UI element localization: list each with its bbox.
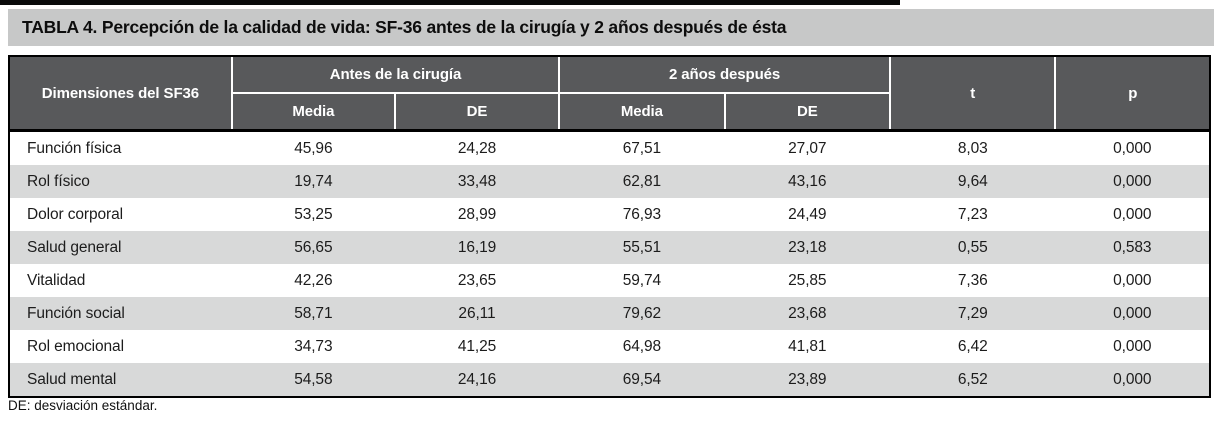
cell-antes-media: 53,25 bbox=[294, 205, 333, 223]
cell-antes-de: 23,65 bbox=[457, 271, 497, 289]
cell-antes-de: 41,25 bbox=[457, 337, 497, 355]
cell-despues-media: 59,74 bbox=[622, 271, 661, 289]
row-label: Vitalidad bbox=[27, 271, 86, 289]
cell-antes-media: 19,74 bbox=[294, 172, 333, 190]
table-row: Rol emocional 34,73 41,25 64,98 41,81 6,… bbox=[10, 330, 1209, 363]
cell-t: 7,29 bbox=[957, 304, 988, 322]
cell-despues-de: 41,81 bbox=[788, 337, 827, 355]
table-row: Función social 58,71 26,11 79,62 23,68 7… bbox=[10, 297, 1209, 330]
table-row: Vitalidad 42,26 23,65 59,74 25,85 7,36 0… bbox=[10, 264, 1209, 297]
sf36-table-border: Dimensiones del SF36 Antes de la cirugía… bbox=[8, 55, 1211, 398]
cell-antes-media: 45,96 bbox=[294, 139, 333, 157]
cell-t: 7,23 bbox=[957, 205, 988, 223]
column-header-t: t bbox=[889, 57, 1056, 132]
cell-antes-de: 28,99 bbox=[457, 205, 497, 223]
cell-despues-media: 64,98 bbox=[622, 337, 661, 355]
cell-antes-de: 16,19 bbox=[457, 238, 497, 256]
cell-p: 0,583 bbox=[1113, 238, 1152, 256]
cell-t: 0,55 bbox=[957, 238, 988, 256]
cell-despues-media: 55,51 bbox=[622, 238, 661, 256]
header-row-subcolumns: Media DE Media DE bbox=[10, 93, 1209, 132]
row-label: Rol emocional bbox=[27, 337, 124, 355]
cell-antes-media: 54,58 bbox=[294, 370, 333, 388]
cell-antes-de: 33,48 bbox=[457, 172, 497, 190]
sf36-results-table: Dimensiones del SF36 Antes de la cirugía… bbox=[10, 57, 1209, 396]
footnote: DE: desviación estándar. bbox=[8, 398, 158, 413]
row-label: Salud mental bbox=[27, 370, 117, 388]
cell-despues-de: 27,07 bbox=[788, 139, 827, 157]
cell-antes-de: 24,28 bbox=[457, 139, 497, 157]
cell-despues-media: 69,54 bbox=[622, 370, 661, 388]
row-label: Rol físico bbox=[27, 172, 90, 190]
cell-p: 0,000 bbox=[1113, 370, 1152, 388]
cell-despues-media: 62,81 bbox=[622, 172, 661, 190]
cell-antes-de: 26,11 bbox=[458, 304, 496, 322]
cell-antes-media: 58,71 bbox=[294, 304, 333, 322]
cell-t: 8,03 bbox=[957, 139, 988, 157]
cell-despues-de: 23,18 bbox=[788, 238, 827, 256]
table-header: Dimensiones del SF36 Antes de la cirugía… bbox=[10, 57, 1209, 132]
cell-despues-media: 67,51 bbox=[622, 139, 661, 157]
table-row: Dolor corporal 53,25 28,99 76,93 24,49 7… bbox=[10, 198, 1209, 231]
table-row: Salud general 56,65 16,19 55,51 23,18 0,… bbox=[10, 231, 1209, 264]
cell-t: 6,52 bbox=[957, 370, 988, 388]
table-row: Salud mental 54,58 24,16 69,54 23,89 6,5… bbox=[10, 363, 1209, 396]
column-header-dimensiones: Dimensiones del SF36 bbox=[10, 57, 232, 132]
column-group-antes-cirugia: Antes de la cirugía bbox=[230, 57, 560, 94]
subheader-antes-media: Media bbox=[230, 93, 395, 132]
row-label: Salud general bbox=[27, 238, 122, 256]
subheader-antes-de: DE bbox=[393, 93, 560, 132]
cell-antes-media: 42,26 bbox=[294, 271, 333, 289]
column-header-p: p bbox=[1054, 57, 1209, 132]
table-row: Rol físico 19,74 33,48 62,81 43,16 9,64 … bbox=[10, 165, 1209, 198]
cell-despues-de: 23,89 bbox=[788, 370, 827, 388]
table-body: Función física 45,96 24,28 67,51 27,07 8… bbox=[10, 130, 1209, 396]
cell-p: 0,000 bbox=[1113, 172, 1152, 190]
cell-despues-media: 79,62 bbox=[622, 304, 661, 322]
cell-despues-de: 23,68 bbox=[788, 304, 827, 322]
cell-antes-media: 56,65 bbox=[294, 238, 333, 256]
cell-antes-de: 24,16 bbox=[457, 370, 497, 388]
cell-despues-de: 43,16 bbox=[788, 172, 827, 190]
cell-despues-de: 24,49 bbox=[788, 205, 827, 223]
cell-p: 0,000 bbox=[1113, 304, 1152, 322]
cell-antes-media: 34,73 bbox=[294, 337, 333, 355]
cell-p: 0,000 bbox=[1113, 271, 1152, 289]
table-title: TABLA 4. Percepción de la calidad de vid… bbox=[22, 17, 787, 37]
row-label: Función social bbox=[27, 304, 125, 322]
cell-t: 6,42 bbox=[957, 337, 988, 355]
column-group-2-anos-despues: 2 años después bbox=[558, 57, 891, 94]
cell-p: 0,000 bbox=[1113, 337, 1152, 355]
cell-t: 7,36 bbox=[957, 271, 988, 289]
table-row: Función física 45,96 24,28 67,51 27,07 8… bbox=[10, 130, 1209, 165]
cell-despues-de: 25,85 bbox=[788, 271, 827, 289]
row-label: Función física bbox=[27, 139, 122, 157]
page-rule-artifact bbox=[0, 0, 900, 5]
cell-p: 0,000 bbox=[1113, 139, 1152, 157]
cell-p: 0,000 bbox=[1113, 205, 1152, 223]
subheader-despues-de: DE bbox=[723, 93, 891, 132]
cell-despues-media: 76,93 bbox=[622, 205, 661, 223]
table-title-band: TABLA 4. Percepción de la calidad de vid… bbox=[8, 9, 1214, 46]
cell-t: 9,64 bbox=[957, 172, 988, 190]
subheader-despues-media: Media bbox=[558, 93, 725, 132]
row-label: Dolor corporal bbox=[27, 205, 123, 223]
header-row-groups: Dimensiones del SF36 Antes de la cirugía… bbox=[10, 57, 1209, 132]
